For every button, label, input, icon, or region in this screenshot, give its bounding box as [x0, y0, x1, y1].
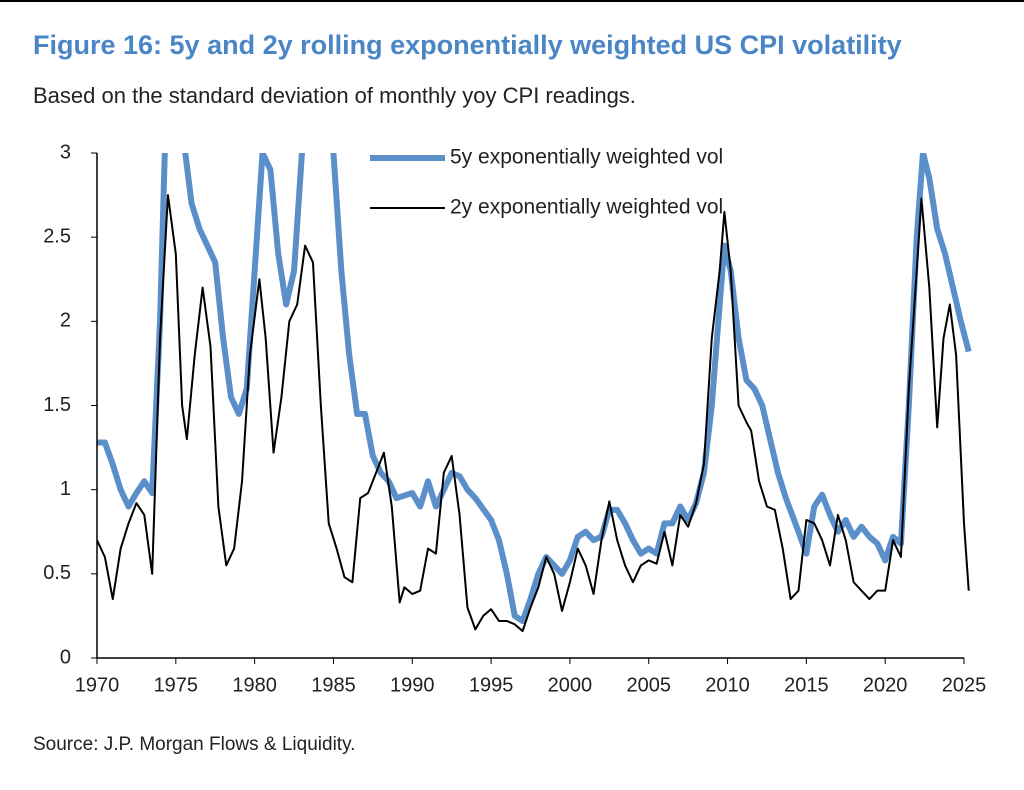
y-tick-label: 1.5 — [43, 394, 71, 416]
y-tick-label: 3 — [60, 141, 71, 163]
x-tick-label: 1990 — [390, 674, 435, 696]
x-tick-label: 1975 — [154, 674, 199, 696]
x-tick-label: 2015 — [784, 674, 829, 696]
legend-label: 2y exponentially weighted vol — [450, 196, 723, 219]
x-tick-label: 2025 — [942, 674, 987, 696]
chart-title: Figure 16: 5y and 2y rolling exponential… — [33, 30, 902, 60]
x-tick-label: 2005 — [626, 674, 671, 696]
series-line — [97, 194, 970, 633]
x-tick-label: 1995 — [469, 674, 514, 696]
y-tick-label: 2 — [60, 310, 71, 332]
y-tick-label: 1 — [60, 478, 71, 500]
legend-label: 5y exponentially weighted vol — [450, 146, 723, 169]
x-tick-label: 1970 — [75, 674, 120, 696]
series-group — [97, 153, 972, 633]
x-tick-label: 1980 — [232, 674, 277, 696]
y-tick-label: 0 — [60, 646, 71, 668]
x-tick-label: 2000 — [548, 674, 593, 696]
series-line — [97, 153, 972, 624]
plot-area — [97, 153, 972, 633]
source-note: Source: J.P. Morgan Flows & Liquidity. — [33, 734, 355, 755]
x-tick-label: 1985 — [311, 674, 356, 696]
y-tick-label: 0.5 — [43, 562, 71, 584]
x-tick-label: 2020 — [863, 674, 908, 696]
y-tick-label: 2.5 — [43, 225, 71, 247]
x-tick-label: 2010 — [705, 674, 750, 696]
chart-subtitle: Based on the standard deviation of month… — [33, 83, 636, 108]
